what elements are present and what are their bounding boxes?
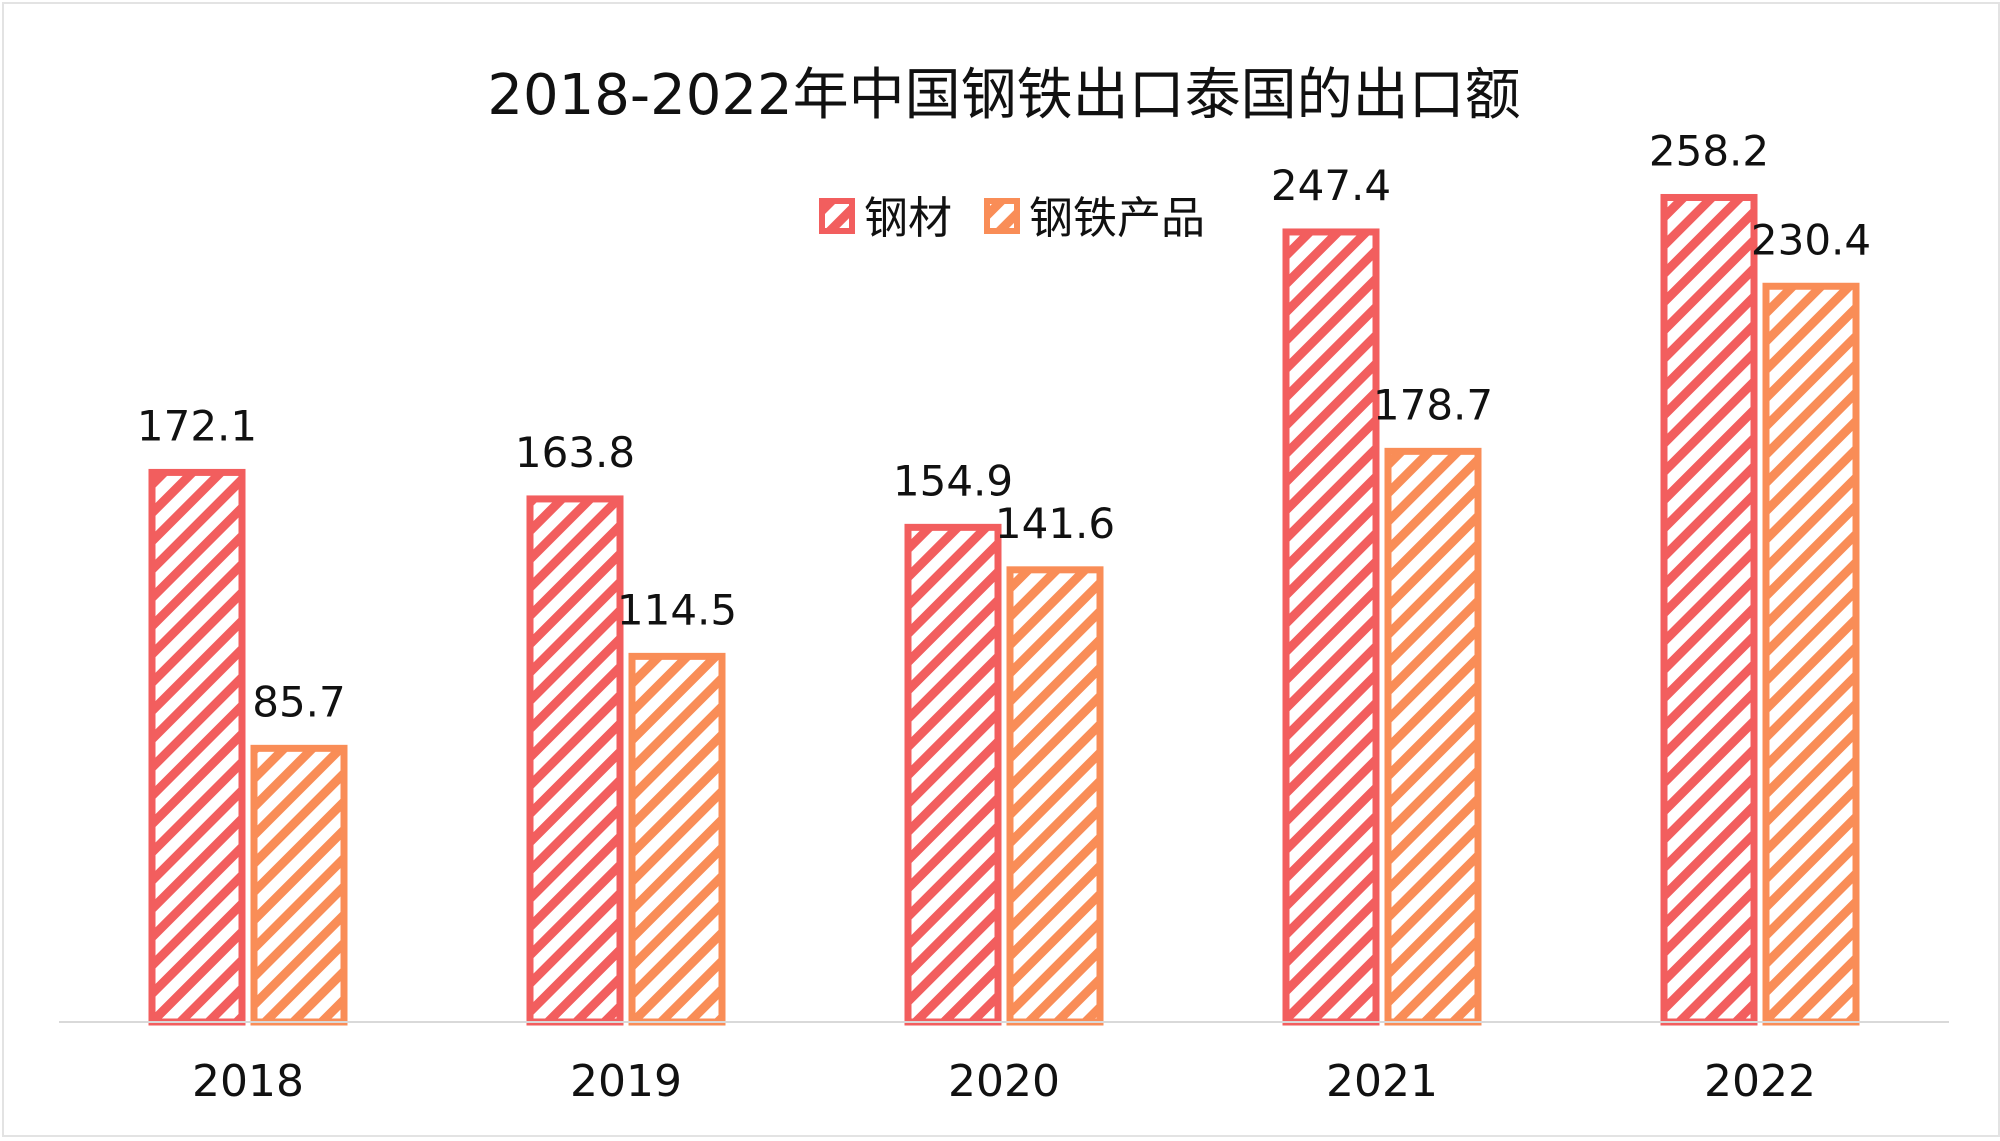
bar-steel-products-2020 [1006, 566, 1104, 1026]
x-tick-label-2022: 2022 [1704, 1056, 1816, 1107]
data-label-steel-2022: 258.2 [1649, 126, 1769, 175]
bar-steel-2021 [1282, 228, 1380, 1026]
x-tick-label-2019: 2019 [570, 1056, 682, 1107]
bar-steel-2019 [526, 495, 624, 1026]
chart-title: 2018-2022年中国钢铁出口泰国的出口额 [487, 63, 1520, 128]
bar-steel-2020 [904, 523, 1002, 1026]
x-tick-label-2020: 2020 [948, 1056, 1060, 1107]
bar-steel-products-2019 [628, 652, 726, 1026]
data-label-steel-2018: 172.1 [137, 401, 257, 450]
data-label-steel-2019: 163.8 [515, 428, 635, 477]
bar-steel-products-2022 [1762, 282, 1860, 1026]
legend: 钢材 钢铁产品 [819, 193, 1205, 244]
bar-steel-products-2018 [250, 744, 348, 1026]
data-label-steel-products-2021: 178.7 [1373, 380, 1493, 429]
legend-swatch-steel-products [984, 198, 1020, 234]
x-axis-ticks: 2018 2019 2020 2021 2022 [192, 1056, 1816, 1107]
x-tick-label-2021: 2021 [1326, 1056, 1438, 1107]
data-label-steel-2020: 154.9 [893, 456, 1013, 505]
bar-chart: 2018-2022年中国钢铁出口泰国的出口额 钢材 钢铁产品 172.185.71… [59, 63, 1949, 1107]
bar-steel-2018 [148, 468, 246, 1026]
bar-steel-products-2021 [1384, 447, 1482, 1026]
data-label-steel-products-2022: 230.4 [1751, 215, 1871, 264]
bars-group [148, 193, 1860, 1026]
data-label-steel-2021: 247.4 [1271, 161, 1391, 210]
data-label-steel-products-2020: 141.6 [995, 499, 1115, 548]
legend-swatch-steel [819, 198, 855, 234]
legend-label-steel: 钢材 [864, 193, 952, 244]
data-label-steel-products-2019: 114.5 [617, 585, 737, 634]
bar-steel-2022 [1660, 193, 1758, 1026]
x-tick-label-2018: 2018 [192, 1056, 304, 1107]
legend-label-steel-products: 钢铁产品 [1029, 193, 1205, 244]
data-label-steel-products-2018: 85.7 [252, 677, 346, 726]
